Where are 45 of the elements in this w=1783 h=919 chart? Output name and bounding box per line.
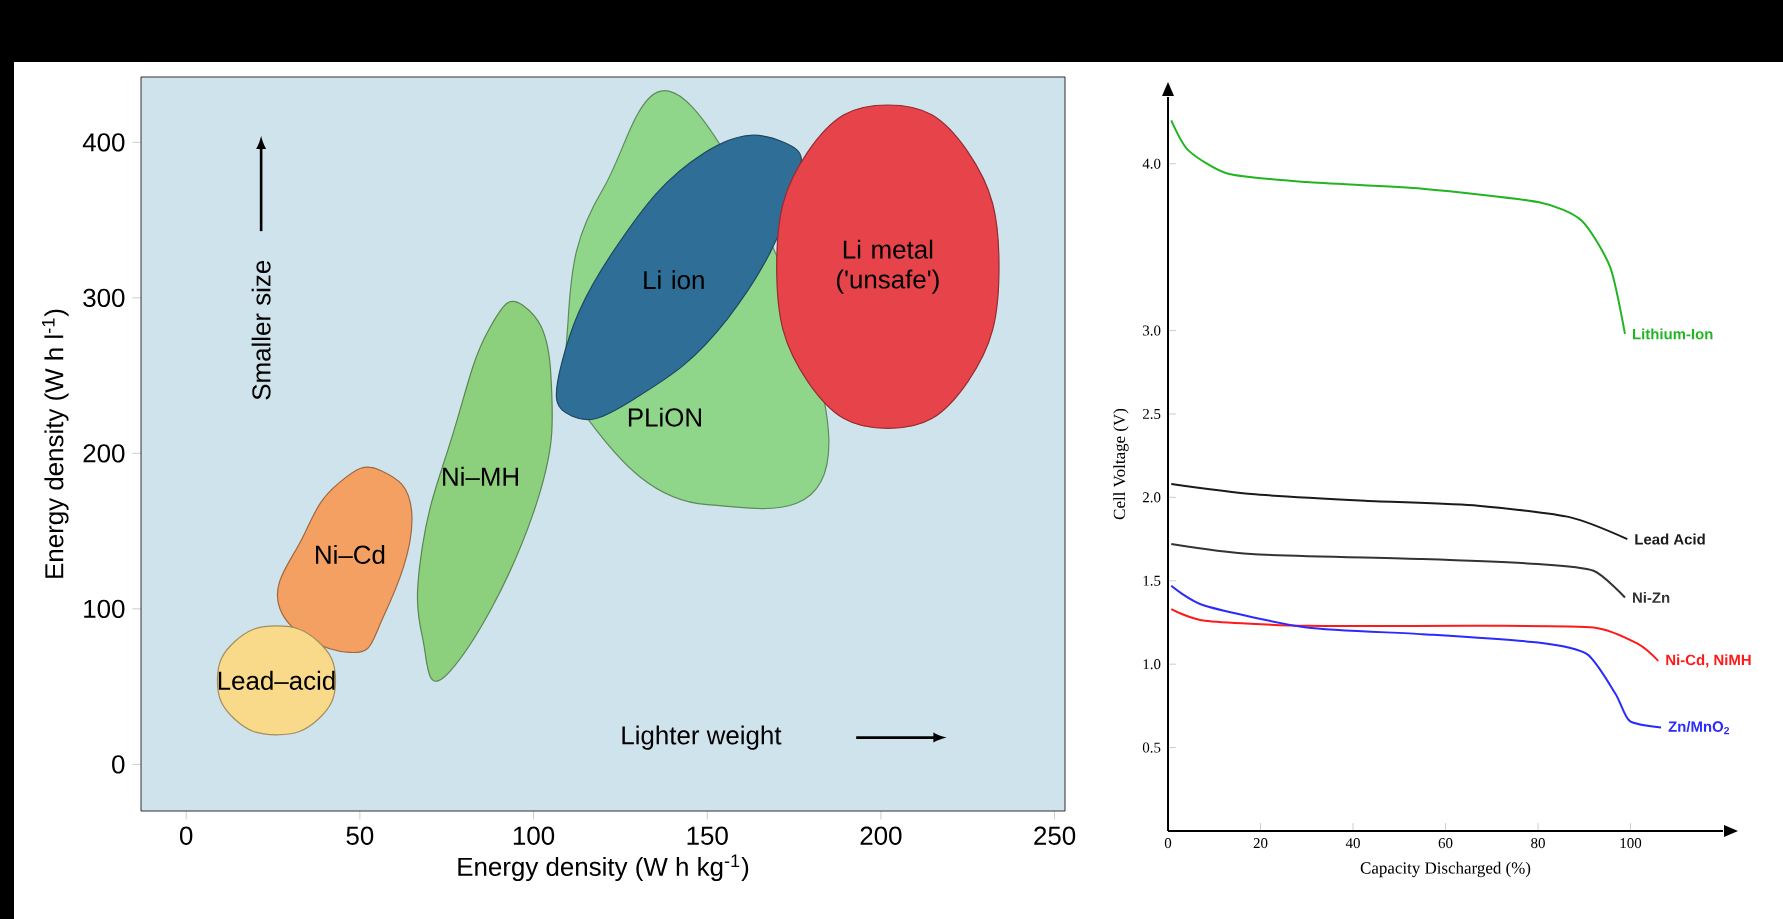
y-axis-title: Cell Voltage (V) [1113, 408, 1129, 520]
y-tick-label: 1.5 [1143, 575, 1161, 586]
x-tick-label: 20 [1253, 838, 1268, 849]
x-axis-title: Energy density (W h kg$^{-1}$) [458, 854, 749, 882]
series-label: Ni–MH [443, 466, 519, 486]
y-tick-label: 0.5 [1142, 742, 1161, 753]
y-tick-label: 300 [83, 288, 125, 307]
x-tick-label: 200 [860, 826, 902, 845]
x-tick-label: 0 [179, 826, 193, 845]
x-tick-label: 100 [513, 826, 555, 845]
y-tick-label: 4.0 [1142, 158, 1161, 169]
line-series [1170, 608, 1660, 662]
y-tick-label: 400 [82, 133, 125, 152]
annotation: Smaller size [251, 260, 271, 400]
y-tick-label: 2.0 [1142, 492, 1161, 503]
y-axis-title: Energy density (W h l$^{-1}$) [42, 309, 69, 578]
x-tick-label: 250 [1034, 826, 1076, 845]
x-tick-label: 40 [1345, 838, 1360, 849]
series-label: Li metal ('unsafe') [836, 239, 939, 294]
series-label: Lead Acid [1635, 533, 1705, 545]
series-label: Ni-Zn [1633, 592, 1670, 603]
y-tick-label: 200 [83, 444, 125, 463]
line-series [1170, 483, 1629, 541]
x-tick-label: 50 [346, 826, 374, 845]
x-tick-label: 100 [1620, 838, 1642, 849]
x-tick-label: 150 [687, 826, 728, 845]
legend-label: Lead–acid [218, 670, 335, 690]
line-series [1170, 543, 1626, 599]
series-label: Zn/MnO$_{2}$ [1668, 720, 1730, 735]
y-tick-label: 0 [112, 755, 125, 774]
y-tick-label: 2.5 [1142, 408, 1161, 420]
series-label: Lithium-Ion [1633, 328, 1713, 340]
x-tick-label: 0 [1164, 838, 1172, 849]
y-tick-label: 100 [84, 599, 125, 618]
series-label: Li ion [644, 270, 704, 290]
y-tick-label: 3.0 [1143, 325, 1161, 336]
x-tick-label: 60 [1438, 838, 1453, 849]
annotation: Lighter weight [622, 725, 782, 750]
x-tick-label: 80 [1531, 838, 1545, 849]
series-label: PLiON [628, 407, 701, 427]
x-axis-title: Capacity Discharged (%) [1360, 861, 1531, 878]
line-series [1170, 119, 1626, 335]
y-tick-label: 1.0 [1143, 659, 1161, 670]
series-label: Ni–Cd [316, 544, 385, 564]
series-label: Ni-Cd, NiMH [1666, 654, 1751, 668]
